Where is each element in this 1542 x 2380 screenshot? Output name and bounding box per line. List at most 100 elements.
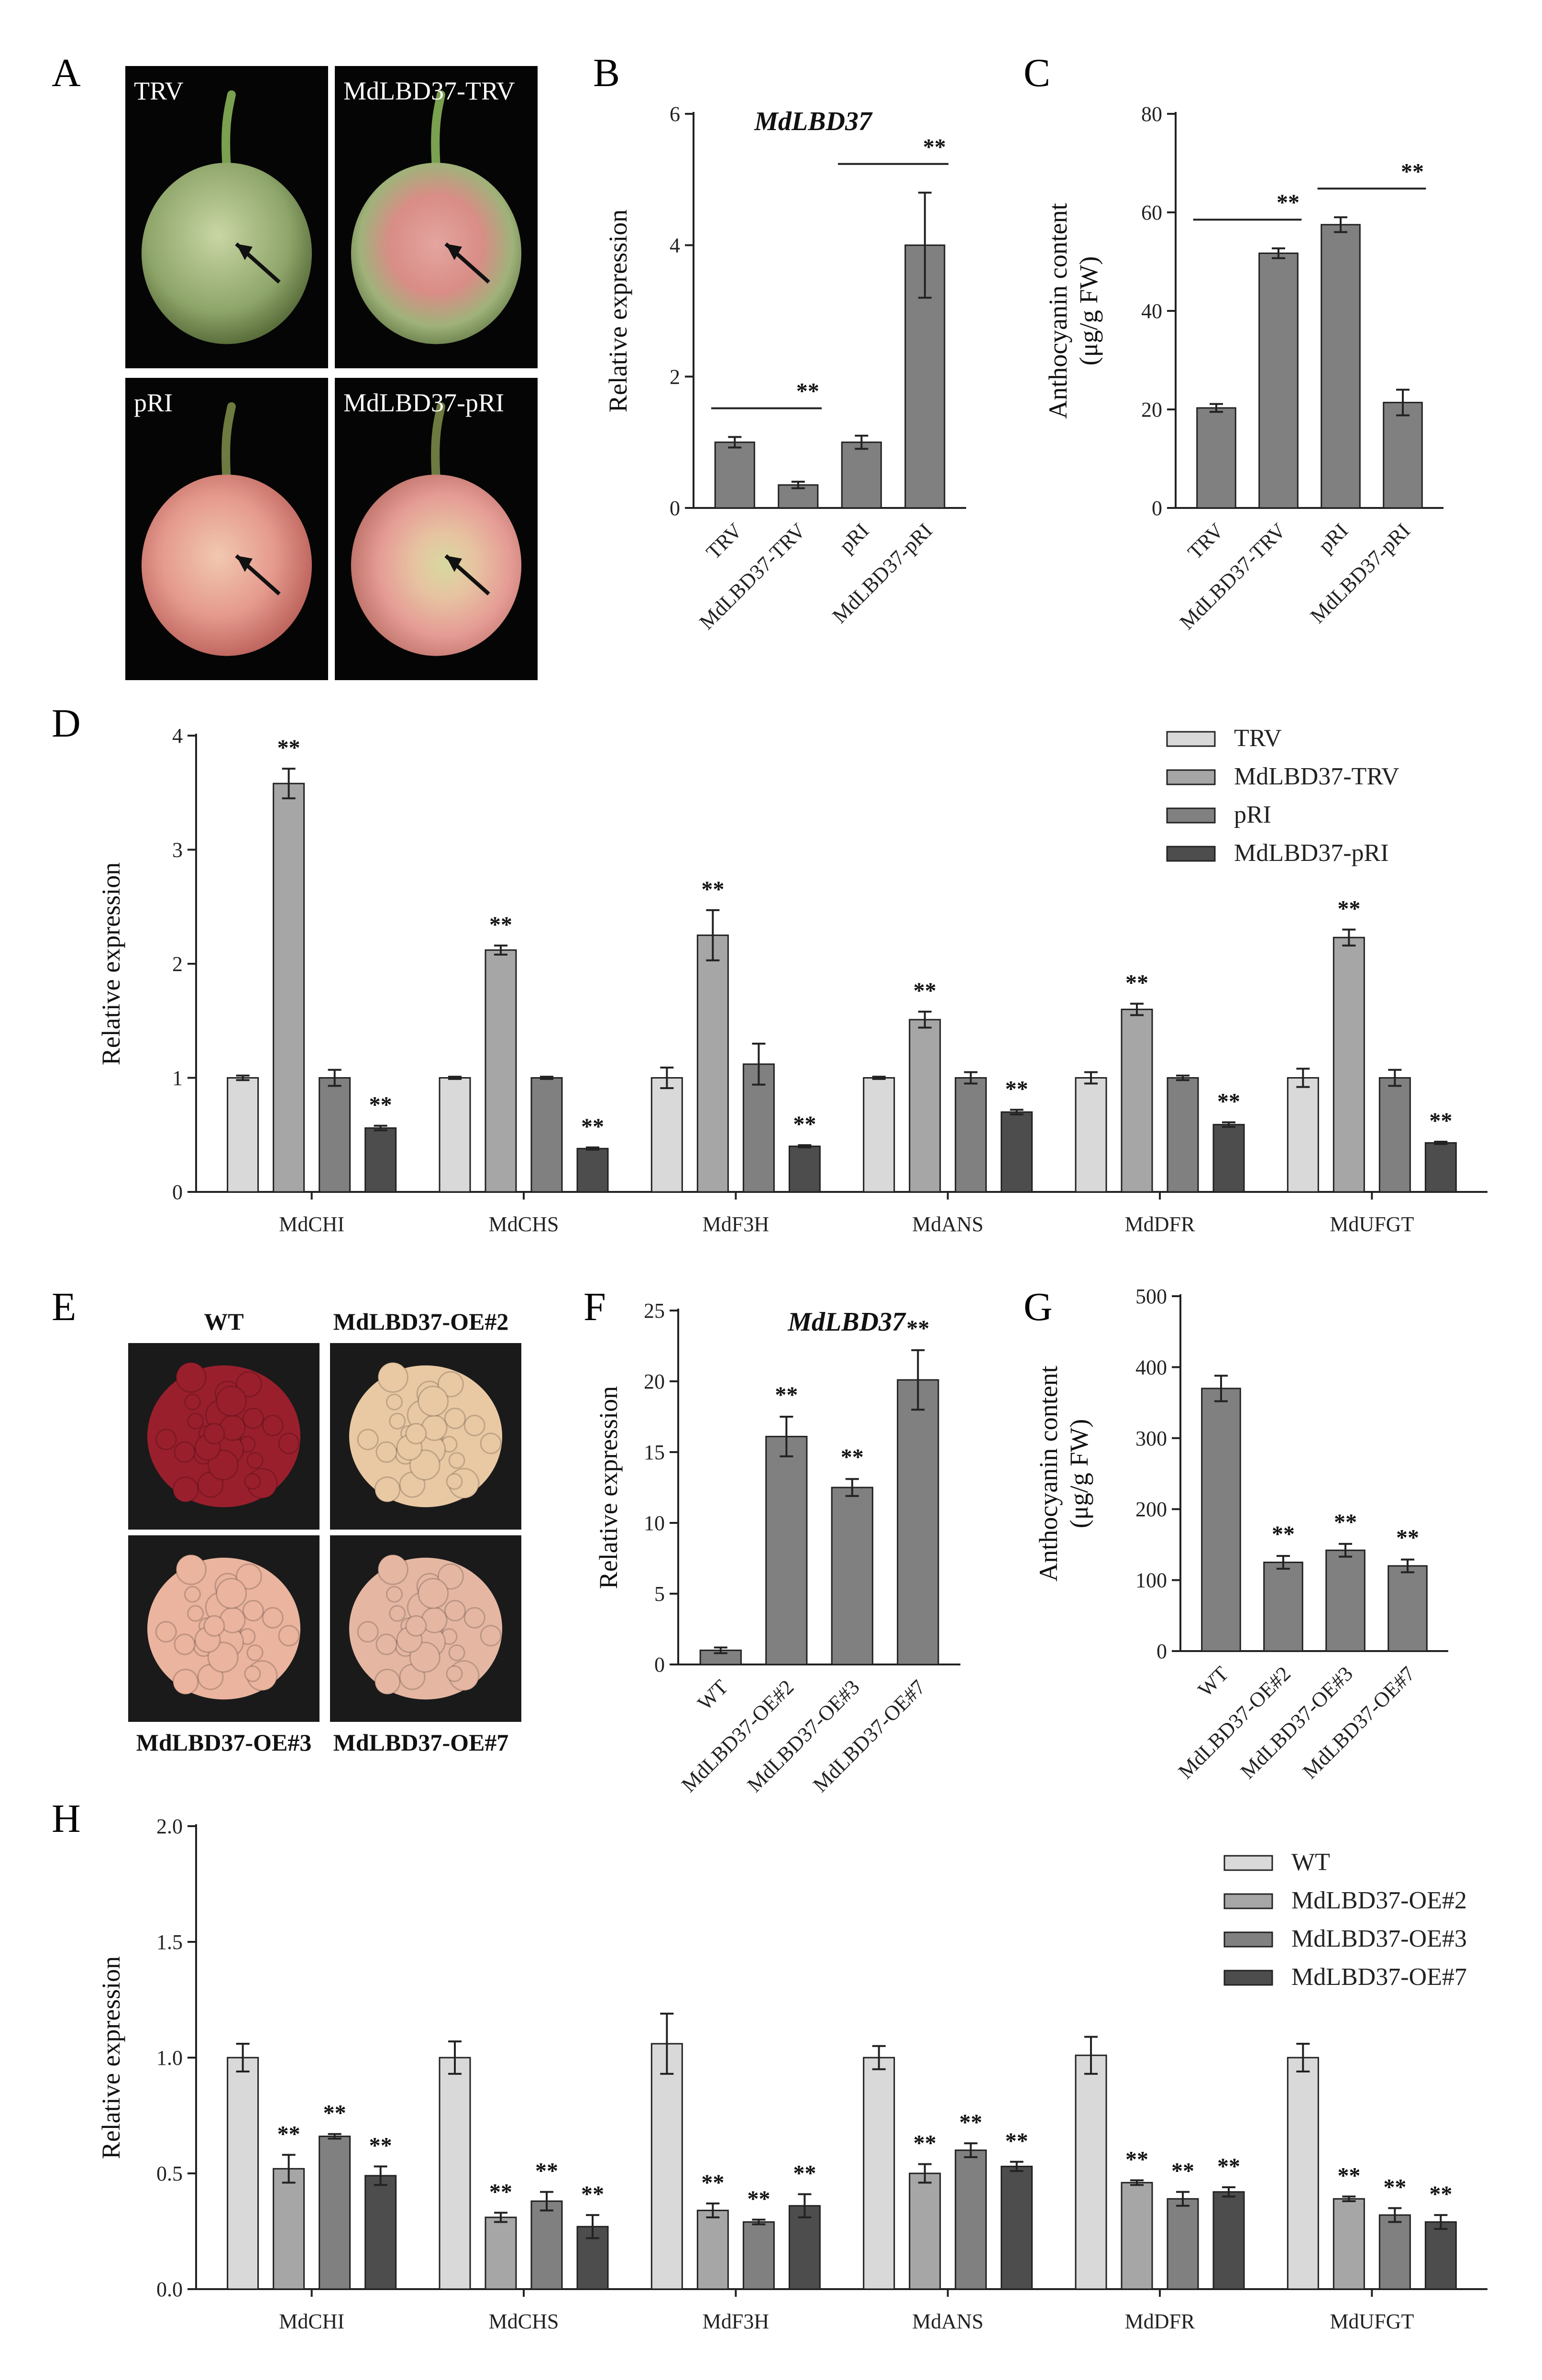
callus-grain — [187, 1605, 204, 1622]
significance-label: ** — [841, 1444, 864, 1470]
y-tick-label: 25 — [644, 1299, 665, 1322]
panel-letter-h: H — [52, 1796, 81, 1841]
callus-grain — [480, 1432, 502, 1454]
callus-grain — [409, 1642, 441, 1673]
panel-letter-b: B — [593, 51, 620, 95]
significance-label: ** — [1005, 1076, 1028, 1102]
bar — [319, 1077, 351, 1193]
x-tick-label: MdDFR — [1125, 2310, 1195, 2333]
significance-label: ** — [535, 2159, 558, 2184]
legend-swatch — [1166, 846, 1216, 862]
callus-grain — [386, 1393, 403, 1410]
x-tick-label: MdUFGT — [1330, 2310, 1414, 2333]
x-tick-label: TRV — [1183, 518, 1229, 564]
y-tick-label: 0.5 — [156, 2162, 183, 2185]
x-tick-label: MdCHI — [279, 1212, 344, 1236]
callus-grain — [155, 1621, 177, 1643]
callus-grain — [262, 1607, 284, 1629]
callus-grain — [444, 1407, 466, 1429]
photo-label: MdLBD37-TRV — [343, 77, 515, 105]
bar — [273, 2168, 305, 2290]
bar — [1258, 252, 1299, 509]
x-tick-label: MdANS — [912, 2310, 983, 2333]
callus-grain — [448, 1452, 465, 1469]
y-axis-label: Relative expression — [97, 1956, 125, 2159]
y-axis-label: Relative expression — [97, 862, 125, 1065]
chart-title: MdLBD37 — [787, 1307, 906, 1337]
bar — [1167, 1077, 1199, 1193]
y-tick-label: 2 — [172, 952, 183, 976]
significance-label: ** — [1217, 1089, 1240, 1114]
significance-label: ** — [323, 2101, 346, 2126]
y-axis-label-line: (μg/g FW) — [1065, 1419, 1093, 1528]
y-tick-label: 60 — [1141, 201, 1162, 224]
chart-g: 0 100 200 300 400 500 Anthocyanin content(μg/g… — [1034, 1285, 1448, 1784]
y-tick-label: 15 — [644, 1441, 665, 1464]
significance-label: ** — [1217, 2154, 1240, 2179]
x-tick-label: MdCHS — [489, 1212, 559, 1236]
bar — [863, 2057, 895, 2290]
x-tick-label: MdANS — [912, 1212, 983, 1236]
x-tick-label: MdLBD37-OE#2 — [1174, 1662, 1295, 1783]
significance-label: ** — [747, 2186, 770, 2212]
y-tick-label: 20 — [1141, 398, 1162, 421]
callus-grain — [244, 1473, 261, 1490]
callus-grain — [377, 1362, 408, 1393]
chart-b: 0 2 4 6 Relative expression MdLBD37 TRVMdLBD37… — [604, 102, 966, 634]
y-tick-label: 20 — [644, 1370, 665, 1393]
chart-c: 0 20 40 60 80 Anthocyanin content(μg/g FW) TRV… — [1044, 102, 1443, 634]
significance-label: ** — [1171, 2159, 1194, 2184]
fruit-stem — [221, 90, 236, 172]
y-axis-label-line: (μg/g FW) — [1074, 256, 1103, 365]
x-tick-label: MdLBD37-OE#7 — [808, 1675, 930, 1796]
significance-label: ** — [906, 1316, 929, 1341]
x-tick-label: pRI — [1314, 518, 1353, 557]
legend-swatch — [1166, 731, 1216, 747]
y-tick-label: 4 — [670, 234, 680, 257]
bar — [955, 1077, 987, 1193]
panel-letter-d: D — [52, 701, 81, 746]
y-tick-label: 4 — [172, 724, 183, 748]
bar — [1378, 1077, 1411, 1193]
significance-label: ** — [581, 2182, 604, 2207]
photo-layer: TRV MdLBD37-TRV pRI MdLBD37-pRI — [125, 66, 538, 1722]
bar — [1001, 1111, 1033, 1193]
y-tick-label: 500 — [1135, 1285, 1167, 1308]
callus-label: MdLBD37-OE#2 — [333, 1308, 509, 1335]
legend-swatch — [1223, 1970, 1273, 1986]
significance-label: ** — [1125, 970, 1148, 995]
callus-grain — [409, 1449, 441, 1481]
callus-grain — [418, 1385, 449, 1417]
callus-grain — [357, 1621, 379, 1643]
callus-grain — [405, 1615, 427, 1637]
fruit-stem — [431, 402, 445, 484]
significance-label: ** — [369, 2133, 392, 2158]
significance-label: ** — [1429, 2182, 1452, 2207]
callus-grain — [437, 1371, 464, 1398]
bar — [485, 949, 517, 1193]
y-tick-label: 200 — [1135, 1498, 1167, 1521]
callus-grain — [480, 1625, 502, 1647]
callus-grain — [216, 1385, 247, 1417]
callus-grain — [375, 1633, 397, 1655]
y-tick-label: 0 — [654, 1653, 665, 1676]
bar — [1287, 2057, 1319, 2290]
photo-label: MdLBD37-pRI — [343, 388, 504, 417]
significance-label: ** — [277, 2121, 300, 2147]
bar — [1075, 1077, 1107, 1193]
callus-grain — [386, 1586, 403, 1603]
panel-letter-e: E — [52, 1285, 76, 1329]
callus-label: MdLBD37-OE#7 — [333, 1729, 509, 1756]
bar — [909, 2172, 941, 2290]
chart-title: MdLBD37 — [754, 107, 873, 136]
bar — [1075, 2054, 1107, 2290]
bar — [227, 2057, 259, 2290]
significance-label: ** — [489, 2179, 512, 2204]
arrow-head — [446, 243, 462, 260]
x-tick-label: pRI — [835, 518, 873, 557]
significance-label: ** — [1334, 1510, 1357, 1535]
bar — [319, 2136, 351, 2290]
panel-letter-a: A — [52, 51, 81, 95]
callus-grain — [374, 1476, 401, 1503]
chart-d: 0 1 2 3 4 Relative expression ** ** MdCHI ** ** MdC… — [97, 724, 1487, 1236]
